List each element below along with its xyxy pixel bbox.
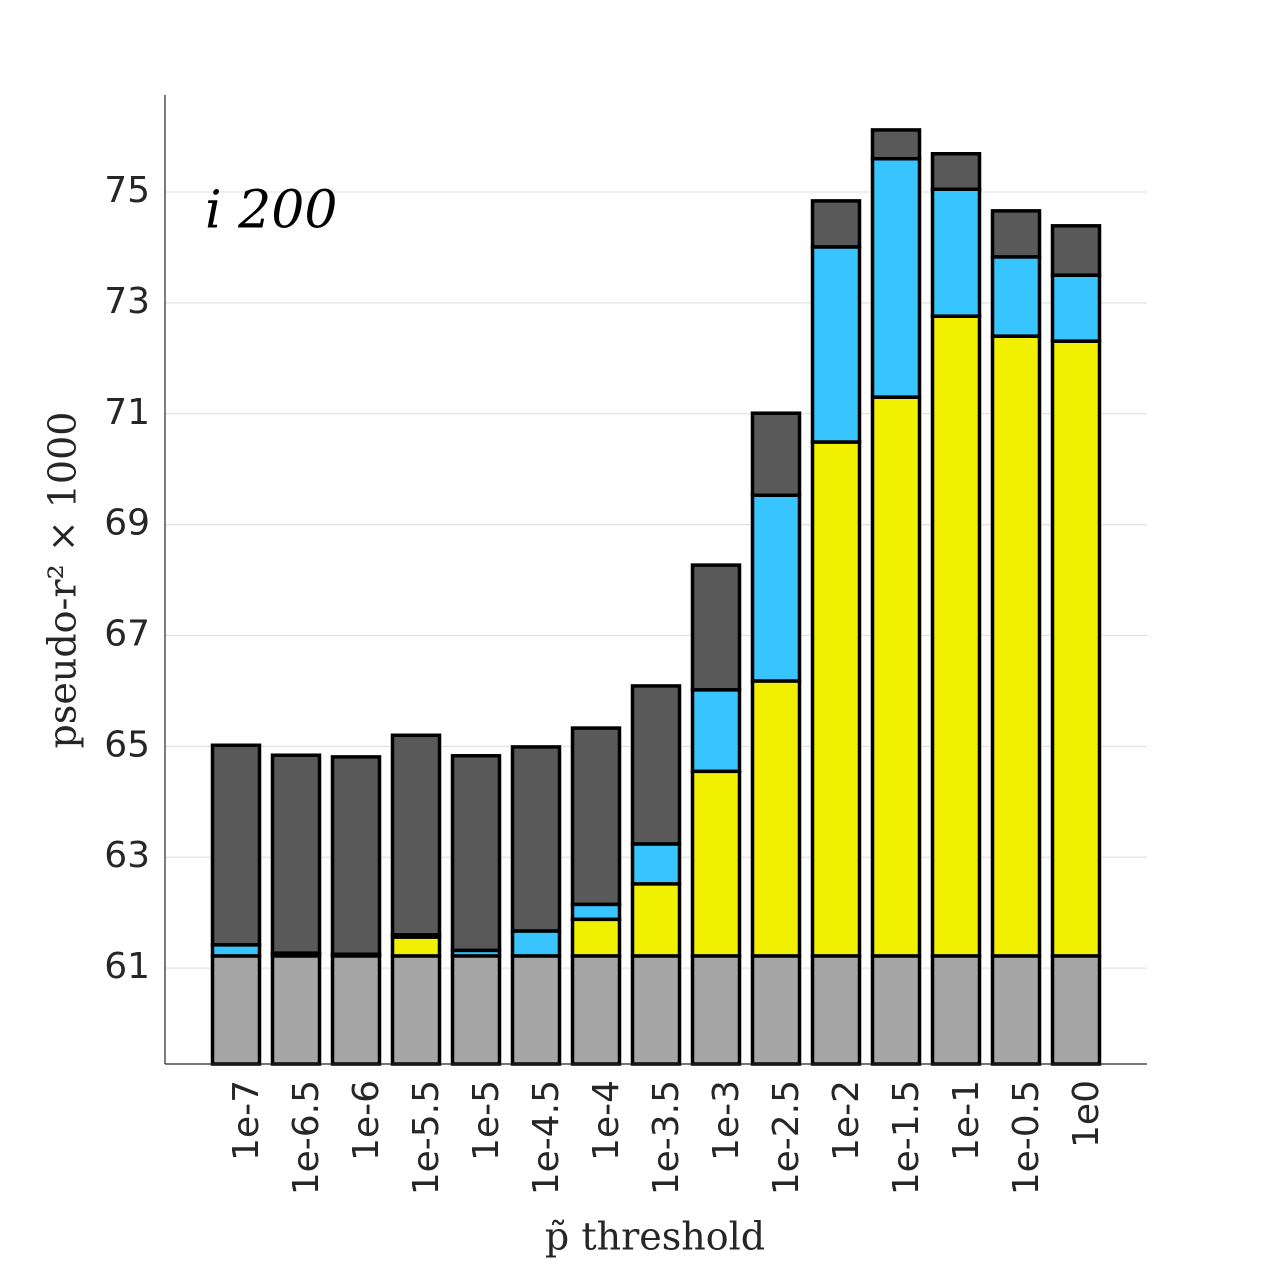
bar-segment (810, 440, 862, 958)
bars (210, 128, 1102, 1066)
bar-segment (870, 157, 922, 399)
bar-segment (390, 954, 442, 1066)
bar-segment (750, 954, 802, 1066)
x-tick-label: 1e-2 (826, 1080, 867, 1161)
bar-segment (630, 882, 682, 958)
bar-segment (990, 334, 1042, 958)
bar-segment (1050, 339, 1102, 958)
bar-segment (990, 255, 1042, 338)
bar-segment (450, 954, 502, 1066)
x-tick-label: 1e-0.5 (1006, 1080, 1047, 1195)
bar-segment (750, 679, 802, 958)
x-tick-label: 1e-3.5 (646, 1080, 687, 1195)
bar-segment (510, 745, 562, 933)
bar-segment (1050, 273, 1102, 343)
bar-segment (570, 954, 622, 1066)
bar-segment (690, 688, 742, 774)
x-tick-label: 1e-5 (466, 1080, 507, 1161)
bar-segment (810, 954, 862, 1066)
x-tick-label: 1e-6 (346, 1080, 387, 1161)
x-tick-label: 1e-3 (706, 1080, 747, 1161)
annotation: i 200 (205, 181, 337, 241)
x-tick-label: 1e-2.5 (766, 1080, 807, 1195)
bar-segment (570, 902, 622, 922)
bar-segment (690, 769, 742, 958)
bar-segment (510, 954, 562, 1066)
x-tick-label: 1e-4 (586, 1080, 627, 1161)
bar-segment (990, 954, 1042, 1066)
bar-segment (390, 935, 442, 958)
bar-segment (870, 954, 922, 1066)
bar-segment (570, 726, 622, 907)
bar-segment (270, 954, 322, 1066)
bar-segment (930, 314, 982, 958)
bar-segment (690, 563, 742, 692)
bar-segment (210, 954, 262, 1066)
y-tick-label: 73 (104, 281, 150, 322)
bar-segment (270, 753, 322, 955)
bar-segment (930, 152, 982, 191)
y-tick-label: 61 (104, 946, 150, 987)
bar-segment (930, 187, 982, 318)
y-axis-label: pseudo-r² × 1000 (41, 412, 85, 749)
bar-segment (330, 954, 382, 1066)
bar-segment (930, 954, 982, 1066)
y-tick-label: 65 (104, 724, 150, 765)
bar-segment (1050, 224, 1102, 277)
bar-segment (810, 245, 862, 444)
bar-segment (870, 128, 922, 161)
x-tick-label: 1e-1.5 (886, 1080, 927, 1195)
x-tick-label: 1e-7 (226, 1080, 267, 1161)
bar-segment (1050, 954, 1102, 1066)
x-axis-label: p̃ threshold (545, 1215, 765, 1259)
y-tick-label: 63 (104, 835, 150, 876)
bar-segment (210, 743, 262, 947)
bar-segment (630, 842, 682, 886)
bar-segment (390, 733, 442, 937)
bar-segment (450, 754, 502, 953)
bar-segment (810, 199, 862, 249)
y-tick-label: 71 (104, 392, 150, 433)
bar-segment (750, 493, 802, 683)
bar-segment (870, 395, 922, 958)
bar-segment (990, 209, 1042, 259)
bar-segment (330, 755, 382, 956)
bar-segment (570, 917, 622, 958)
y-tick-label: 75 (104, 170, 150, 211)
x-tick-label: 1e-1 (946, 1080, 987, 1161)
bar-segment (750, 411, 802, 497)
bar-segment (510, 929, 562, 958)
x-tick-label: 1e-4.5 (526, 1080, 567, 1195)
bar-segment (630, 684, 682, 846)
x-tick-label: 1e-6.5 (286, 1080, 327, 1195)
y-tick-label: 67 (104, 613, 150, 654)
bar-segment (690, 954, 742, 1066)
x-tick-label: 1e-5.5 (406, 1080, 447, 1195)
bar-segment (630, 954, 682, 1066)
y-tick-label: 69 (104, 503, 150, 544)
x-tick-label: 1e0 (1066, 1080, 1107, 1148)
